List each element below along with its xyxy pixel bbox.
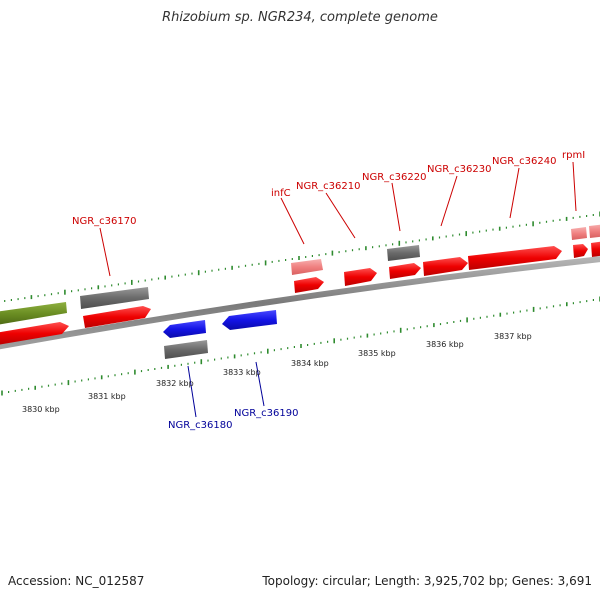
gene-block-ngr-c36220 <box>387 245 420 261</box>
gene-label-infc: infC <box>271 188 291 199</box>
cds-arrow-forward-rpmi <box>573 244 588 258</box>
outer-tick-scale <box>4 211 600 302</box>
kbp-label-3830: 3830 kbp <box>22 405 60 414</box>
kbp-label-3837: 3837 kbp <box>494 332 532 341</box>
gene-block-rpmi-rna-1 <box>571 227 587 240</box>
genome-title: Rhizobium sp. NGR234, complete genome <box>162 10 438 25</box>
kbp-label-3834: 3834 kbp <box>291 359 329 368</box>
cds-arrow-reverse-ngr-c36190 <box>222 310 277 330</box>
cds-arrow-forward-ngr-c36170 <box>83 306 151 328</box>
cds-arrow-forward-ngr-c36230 <box>423 257 468 276</box>
topology-text: Topology: circular; Length: 3,925,702 bp… <box>262 574 592 588</box>
gene-block-infc-rna <box>291 259 323 275</box>
kbp-label-3835: 3835 kbp <box>358 349 396 358</box>
cds-arrow-forward-1 <box>0 322 69 345</box>
gene-label-ngr-c36190: NGR_c36190 <box>234 408 299 419</box>
gene-block-ngr-c36180 <box>164 340 208 359</box>
genome-backbone <box>0 256 600 350</box>
inner-tick-scale <box>1 296 600 396</box>
gene-label-ngr-c36210: NGR_c36210 <box>296 181 361 192</box>
gene-label-ngr-c36240: NGR_c36240 <box>492 156 557 167</box>
accession-text: Accession: NC_012587 <box>8 574 145 588</box>
cds-arrow-forward-ngr-c36220 <box>389 263 421 279</box>
kbp-scale-labels: 3830 kbp 3831 kbp 3832 kbp 3833 kbp 3834… <box>22 332 532 414</box>
gene-label-ngr-c36180: NGR_c36180 <box>168 420 233 431</box>
cds-arrow-forward-edge <box>591 241 600 257</box>
kbp-label-3836: 3836 kbp <box>426 340 464 349</box>
reverse-callouts <box>187 361 265 418</box>
kbp-label-3832: 3832 kbp <box>156 379 194 388</box>
cds-arrow-reverse-ngr-c36180 <box>163 320 206 338</box>
kbp-label-3833: 3833 kbp <box>223 368 261 377</box>
gene-label-rpmi: rpmI <box>562 150 585 161</box>
gene-block-rpmi-rna-2 <box>589 224 600 238</box>
cds-arrow-forward-ngr-c36240 <box>468 246 562 270</box>
forward-gene-labels: NGR_c36170 infC NGR_c36210 NGR_c36220 NG… <box>72 150 585 227</box>
cds-arrow-forward-infc <box>294 277 324 293</box>
gene-label-ngr-c36230: NGR_c36230 <box>427 164 492 175</box>
cds-arrow-forward-ngr-c36210 <box>344 268 377 286</box>
gene-block-olive <box>0 302 67 325</box>
gene-label-ngr-c36220: NGR_c36220 <box>362 172 427 183</box>
gene-block-ngr-c36170 <box>80 287 149 309</box>
forward-callouts <box>99 161 577 277</box>
reverse-gene-labels: NGR_c36180 NGR_c36190 <box>168 408 299 431</box>
gene-label-ngr-c36170: NGR_c36170 <box>72 216 137 227</box>
kbp-label-3831: 3831 kbp <box>88 392 126 401</box>
